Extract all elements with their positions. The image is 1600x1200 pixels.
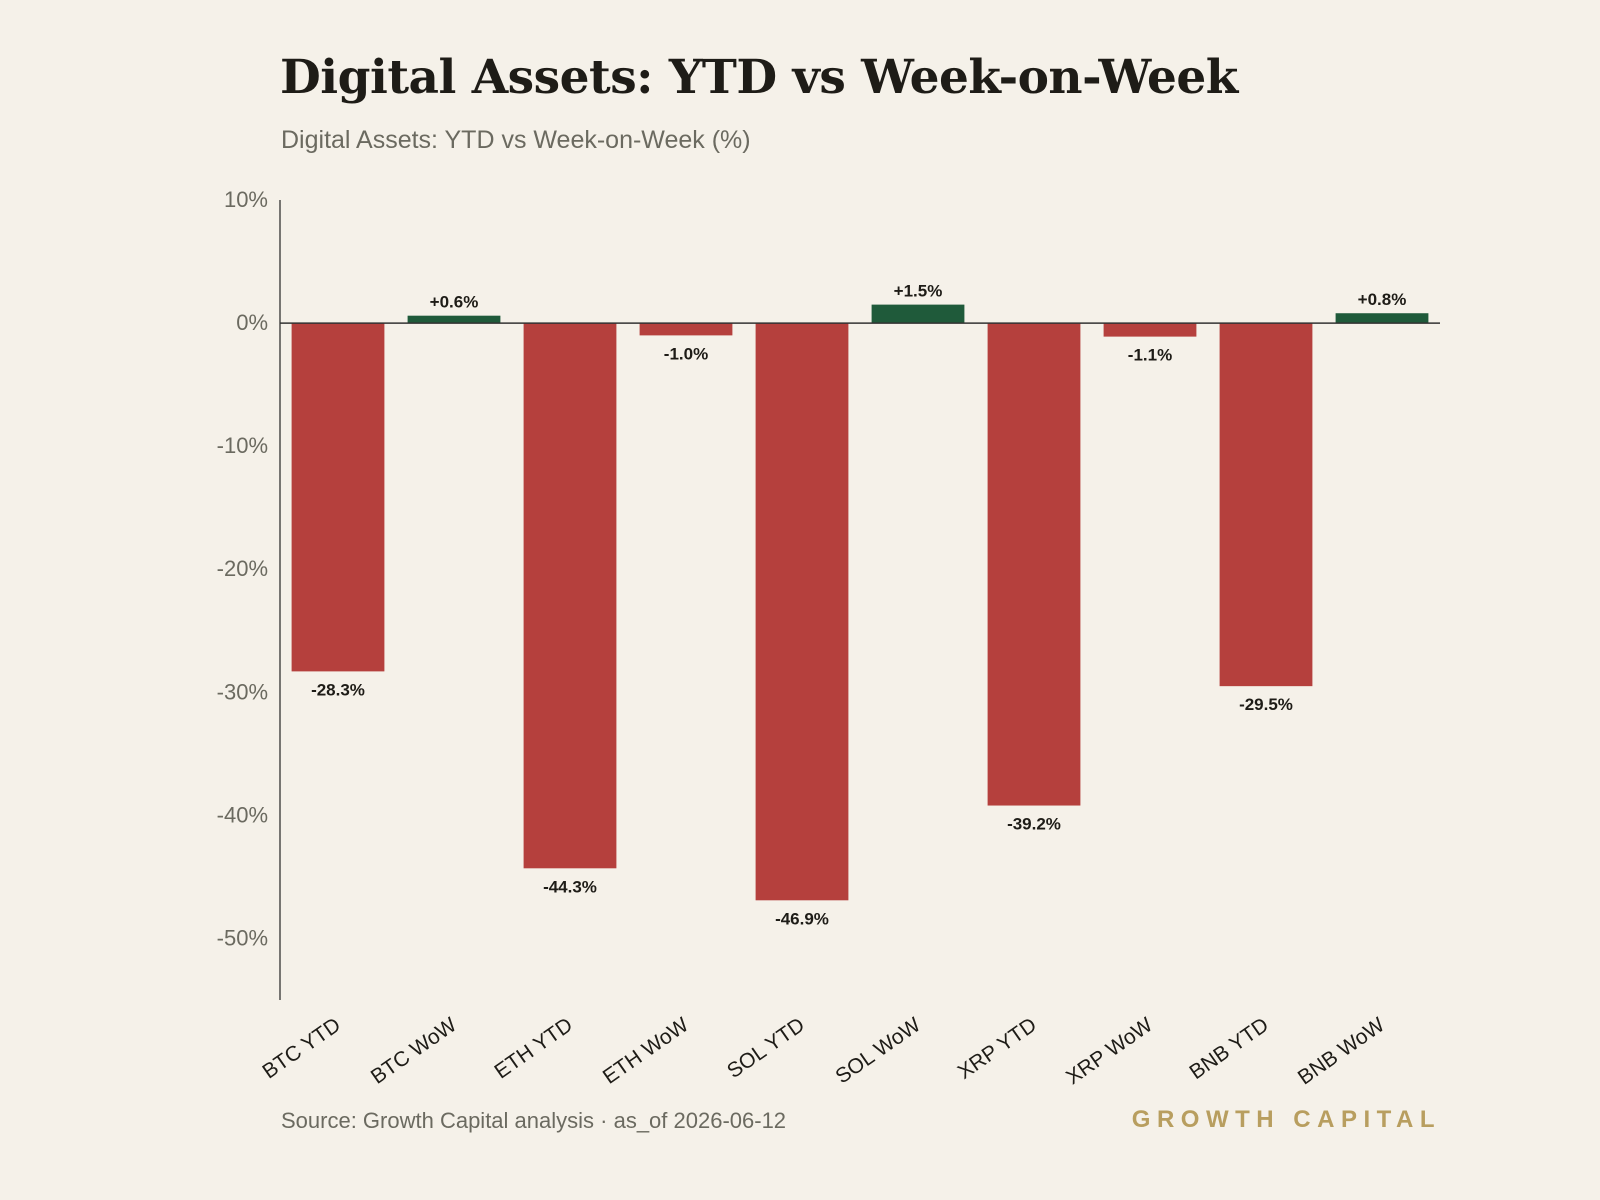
data-label: -39.2% (1007, 815, 1061, 834)
bar (1103, 323, 1197, 337)
bar (407, 315, 501, 324)
data-label: +0.8% (1358, 290, 1407, 309)
bar (1219, 323, 1313, 687)
bar (987, 323, 1081, 806)
chart-subtitle: Digital Assets: YTD vs Week-on-Week (%) (281, 126, 751, 154)
bar (523, 323, 617, 869)
bar-chart: 10% 0% -10% -20% -30% -40% -50% -28.3% BTC YTD +0… (217, 187, 1440, 1089)
y-tick-label: -10% (217, 433, 268, 458)
x-tick-label: BNB WoW (1294, 1013, 1389, 1089)
bar (871, 304, 965, 324)
data-label: -1.1% (1128, 346, 1172, 365)
x-tick-label: ETH YTD (490, 1013, 576, 1083)
data-label: -44.3% (543, 877, 597, 896)
x-tick-label: XRP YTD (954, 1013, 1041, 1084)
data-label: +1.5% (894, 282, 943, 301)
y-tick-label: -30% (217, 679, 268, 704)
y-tick-label: -40% (217, 802, 268, 827)
data-label: -1.0% (664, 344, 708, 363)
data-label: +0.6% (430, 293, 479, 312)
chart-title: Digital Assets: YTD vs Week-on-Week (280, 50, 1238, 105)
x-tick-label: BTC WoW (367, 1013, 461, 1089)
x-tick-label: SOL YTD (723, 1013, 809, 1083)
brand-logo: GROWTH CAPITAL (1131, 1106, 1441, 1133)
y-tick-label: 10% (224, 187, 268, 212)
x-tick-label: XRP WoW (1062, 1013, 1157, 1089)
y-tick-label: 0% (236, 310, 268, 335)
bar (1335, 313, 1429, 324)
x-tick-label: SOL WoW (831, 1013, 925, 1088)
data-label: -29.5% (1239, 695, 1293, 714)
y-tick-label: -20% (217, 556, 268, 581)
y-tick-label: -50% (217, 925, 268, 950)
data-label: -28.3% (311, 680, 365, 699)
bar (755, 323, 849, 901)
source-note: Source: Growth Capital analysis · as_of … (281, 1108, 787, 1133)
data-label: -46.9% (775, 909, 829, 928)
x-tick-label: BTC YTD (258, 1013, 344, 1083)
x-tick-label: ETH WoW (599, 1013, 693, 1089)
bar (291, 323, 385, 672)
bar (639, 323, 733, 336)
x-tick-label: BNB YTD (1185, 1013, 1272, 1084)
